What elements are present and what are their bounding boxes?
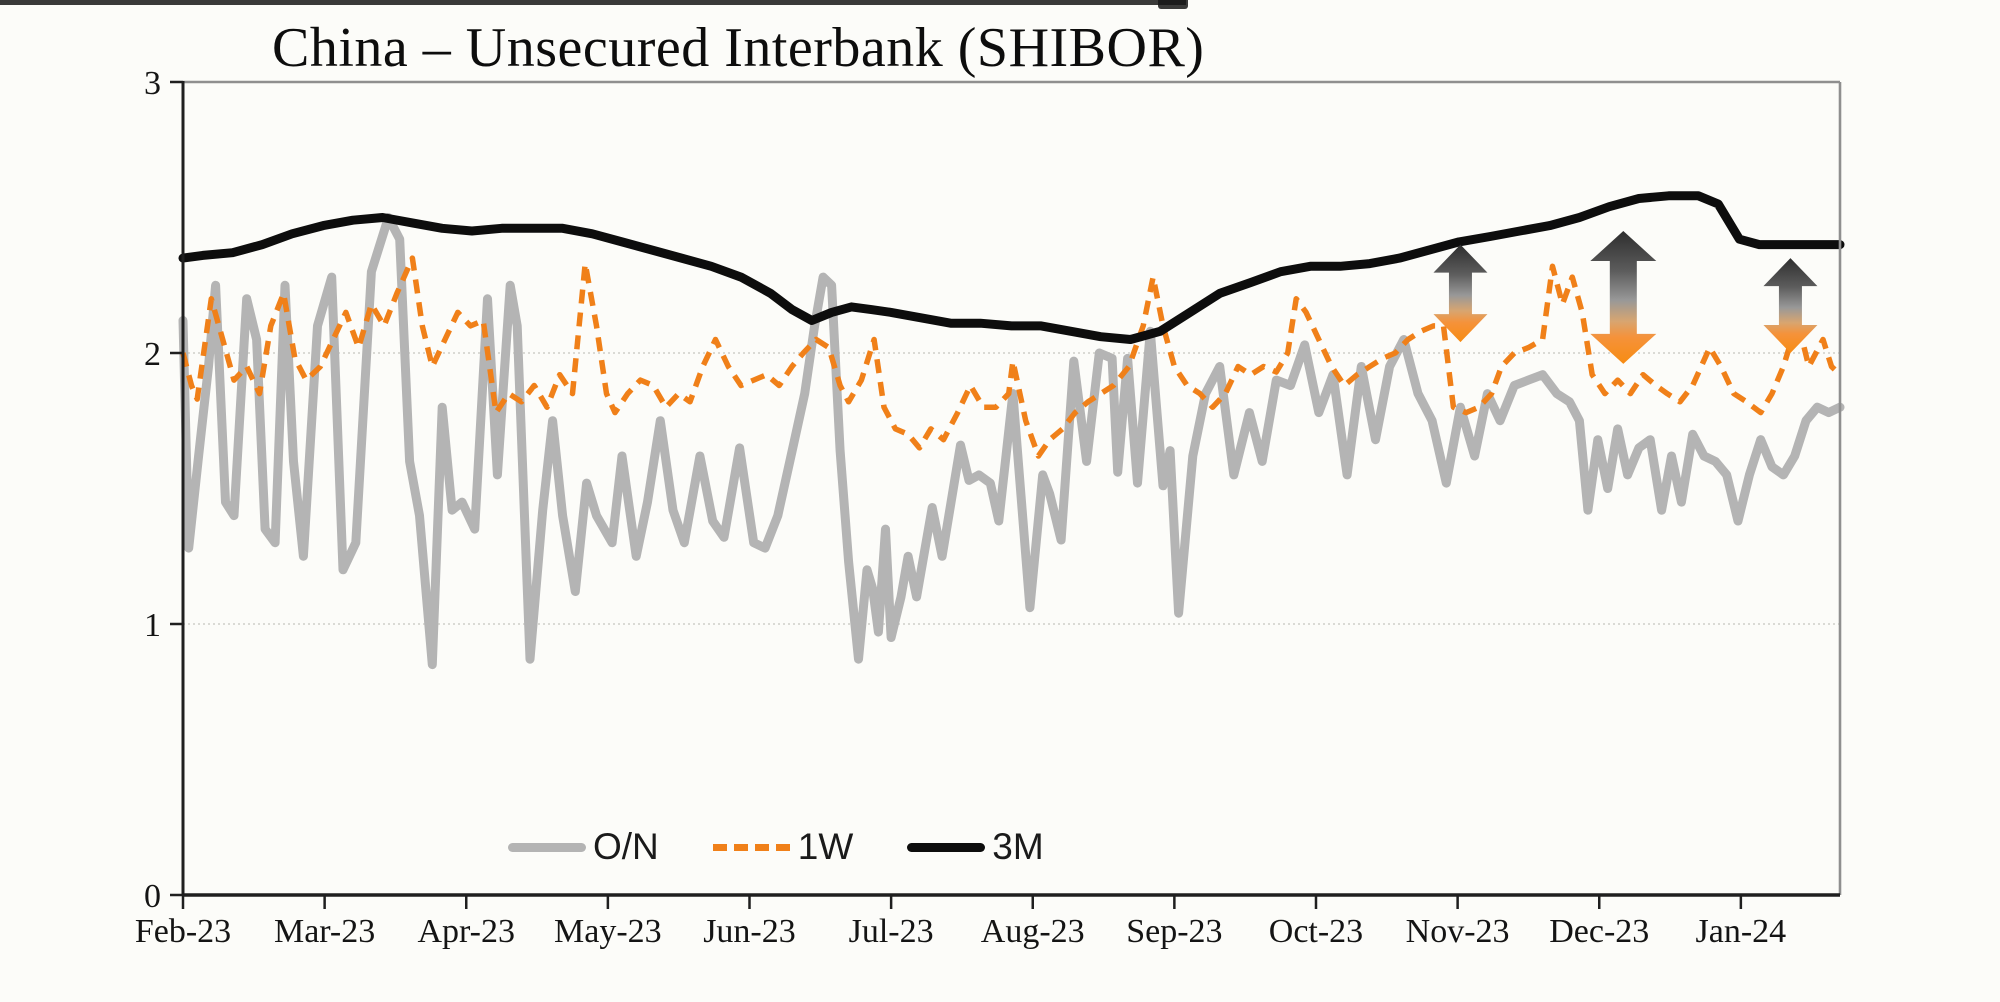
y-tick-label-3: 3 — [144, 65, 161, 102]
plot-frame — [181, 80, 1842, 897]
series-line-1w — [180, 255, 1842, 459]
series-line-3m — [178, 191, 1845, 344]
series-lines — [178, 191, 1845, 670]
gridlines — [183, 352, 1840, 625]
x-tick-label-Jul-23: Jul-23 — [849, 913, 934, 950]
x-tick-label-Mar-23: Mar-23 — [274, 913, 375, 950]
series-line-on — [178, 213, 1845, 670]
x-tick-label-Jan-24: Jan-24 — [1696, 913, 1787, 950]
chart-legend: O/N 1W 3M — [508, 824, 1044, 870]
x-tick-label-Feb-23: Feb-23 — [135, 913, 231, 950]
chart-title: China – Unsecured Interbank (SHIBOR) — [272, 17, 1205, 79]
legend-item-on: O/N — [508, 826, 659, 868]
x-tick-label-Sep-23: Sep-23 — [1126, 913, 1222, 950]
trend-arrows — [1433, 231, 1818, 364]
x-tick-label-Dec-23: Dec-23 — [1549, 913, 1649, 950]
x-tick-label-Aug-23: Aug-23 — [981, 913, 1085, 950]
video-artifact-blob — [1158, 0, 1188, 9]
legend-item-1w: 1W — [712, 826, 854, 868]
legend-swatch-3m-icon — [907, 842, 986, 852]
legend-label: 3M — [992, 826, 1044, 867]
legend-label: O/N — [593, 826, 659, 867]
legend-swatch-on-icon — [508, 842, 586, 852]
updown-arrow-3 — [1763, 258, 1818, 353]
y-tick-label-0: 0 — [144, 878, 161, 915]
y-tick-label-1: 1 — [144, 607, 161, 644]
x-tick-label-Oct-23: Oct-23 — [1269, 913, 1363, 950]
updown-arrow-2 — [1590, 231, 1657, 364]
legend-label: 1W — [797, 826, 854, 867]
y-tick-label-2: 2 — [144, 336, 161, 373]
x-tick-label-Nov-23: Nov-23 — [1406, 913, 1510, 950]
video-artifact-strip — [0, 0, 1186, 5]
legend-item-3m: 3M — [907, 826, 1044, 868]
x-tick-label-Apr-23: Apr-23 — [417, 913, 515, 950]
x-tick-label-May-23: May-23 — [554, 913, 662, 950]
legend-swatch-1w-icon — [712, 843, 791, 851]
updown-arrow-1 — [1433, 244, 1488, 343]
axis-ticks-and-labels: 0 1 2 3 Feb-23 Mar-23 Apr-23 May-23 Jun-23 Jul-23… — [135, 65, 1786, 950]
x-tick-label-Jun-23: Jun-23 — [703, 913, 796, 950]
